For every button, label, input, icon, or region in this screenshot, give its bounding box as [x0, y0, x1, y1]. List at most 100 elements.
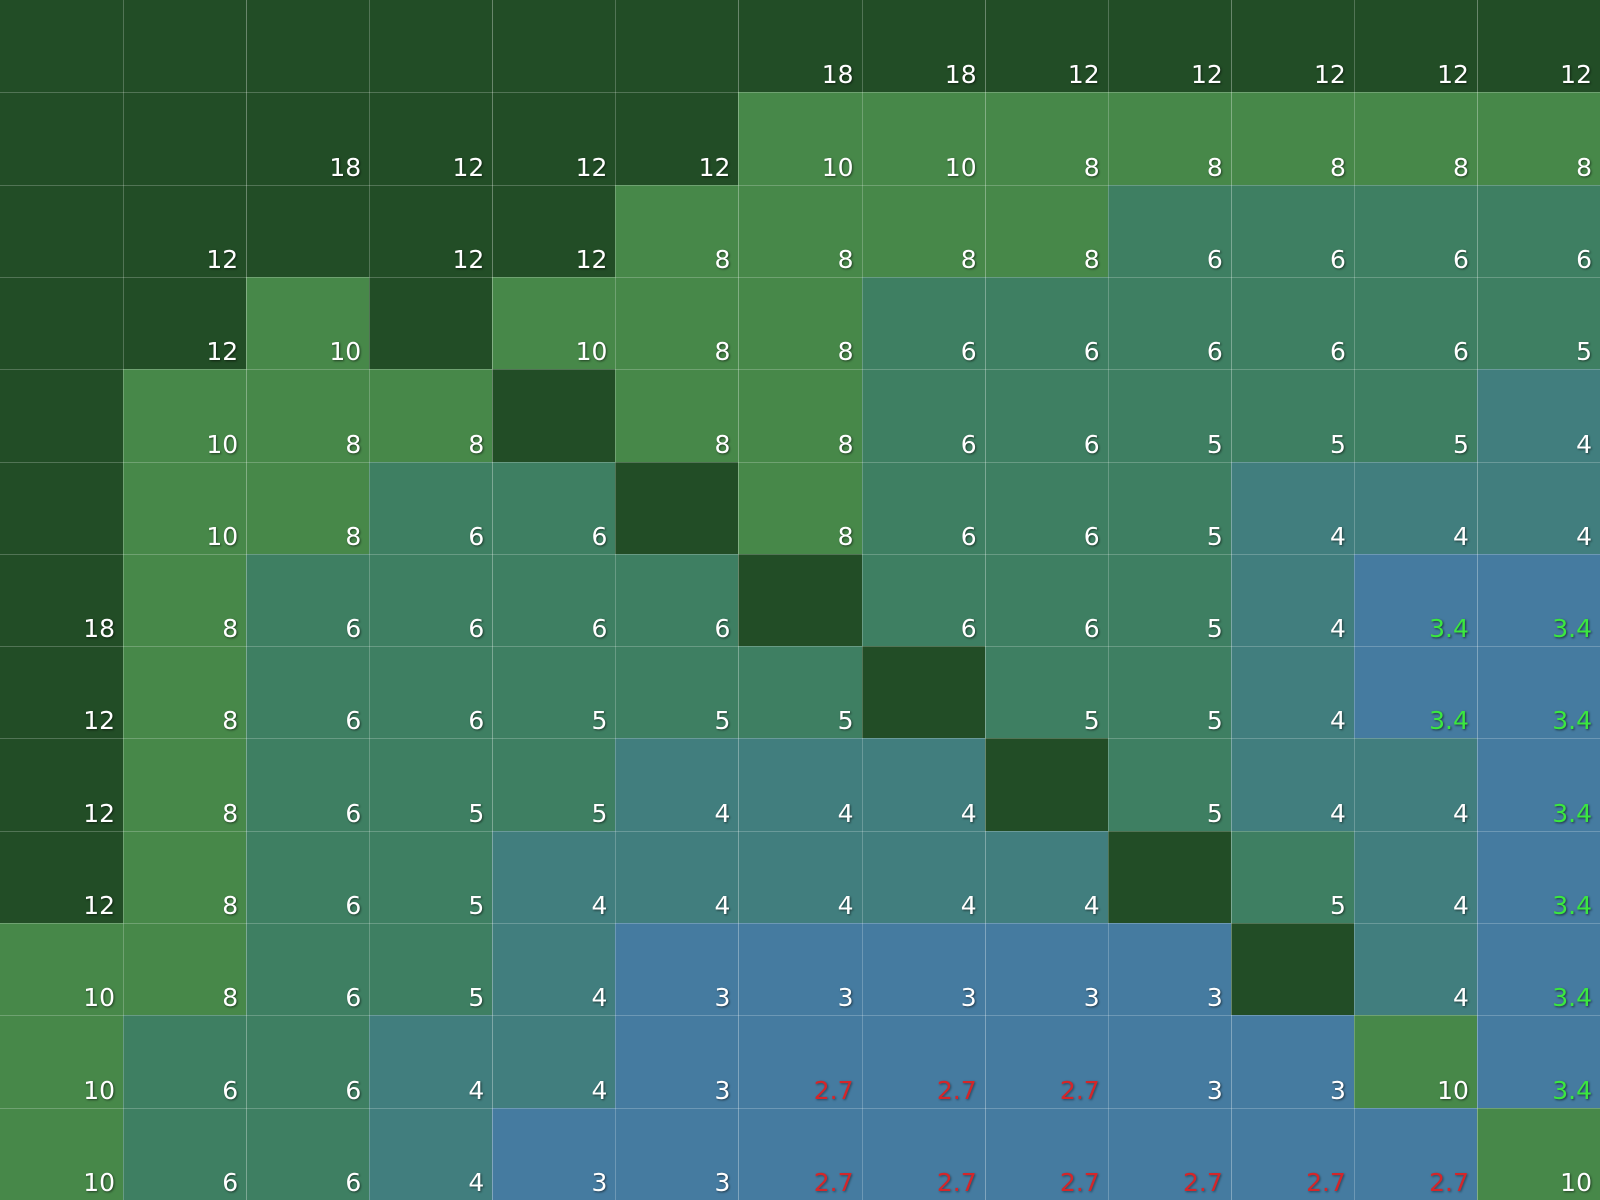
grid-cell[interactable]: 6 [1476, 184, 1600, 277]
grid-cell[interactable] [492, 0, 616, 93]
grid-cell[interactable] [246, 0, 370, 93]
grid-cell[interactable]: 6 [1107, 184, 1231, 277]
grid-cell[interactable]: 12 [369, 92, 493, 185]
grid-cell[interactable]: 8 [123, 553, 247, 647]
grid-cell[interactable]: 2.7 [861, 1015, 985, 1108]
grid-cell[interactable]: 5 [369, 923, 493, 1016]
grid-cell[interactable] [984, 738, 1108, 831]
grid-cell[interactable]: 5 [492, 646, 616, 739]
grid-cell[interactable]: 12 [0, 646, 124, 739]
grid-cell[interactable]: 8 [1230, 92, 1354, 185]
grid-cell[interactable]: 6 [984, 276, 1108, 370]
grid-cell[interactable]: 6 [984, 553, 1108, 647]
grid-cell[interactable]: 8 [246, 369, 370, 462]
grid-cell[interactable]: 12 [1476, 0, 1600, 93]
grid-cell[interactable]: 12 [615, 92, 739, 185]
grid-cell[interactable]: 6 [492, 461, 616, 554]
grid-cell[interactable]: 8 [1107, 92, 1231, 185]
grid-cell[interactable]: 4 [1230, 646, 1354, 739]
grid-cell[interactable]: 6 [861, 461, 985, 554]
grid-cell[interactable]: 4 [1230, 553, 1354, 647]
grid-cell[interactable]: 5 [984, 646, 1108, 739]
grid-cell[interactable] [0, 184, 124, 277]
grid-cell[interactable]: 8 [738, 276, 862, 370]
grid-cell[interactable]: 6 [246, 553, 370, 647]
grid-cell[interactable]: 12 [984, 0, 1108, 93]
grid-cell[interactable]: 4 [738, 830, 862, 924]
grid-cell[interactable] [738, 553, 862, 647]
grid-cell[interactable]: 6 [246, 1107, 370, 1200]
grid-cell[interactable]: 2.7 [1107, 1107, 1231, 1200]
grid-cell[interactable]: 5 [615, 646, 739, 739]
grid-cell[interactable]: 10 [1476, 1107, 1600, 1200]
grid-cell[interactable]: 3 [984, 923, 1108, 1016]
grid-cell[interactable]: 5 [369, 738, 493, 831]
grid-cell[interactable]: 8 [615, 184, 739, 277]
grid-cell[interactable]: 4 [615, 738, 739, 831]
grid-cell[interactable]: 10 [0, 1015, 124, 1108]
grid-cell[interactable]: 8 [123, 738, 247, 831]
grid-cell[interactable]: 5 [738, 646, 862, 739]
grid-cell[interactable] [0, 369, 124, 462]
grid-cell[interactable]: 6 [1230, 276, 1354, 370]
grid-cell[interactable]: 5 [492, 738, 616, 831]
grid-cell[interactable]: 4 [492, 1015, 616, 1108]
grid-cell[interactable]: 10 [1353, 1015, 1477, 1108]
grid-cell[interactable]: 3 [492, 1107, 616, 1200]
grid-cell[interactable]: 18 [246, 92, 370, 185]
grid-cell[interactable]: 8 [984, 184, 1108, 277]
grid-cell[interactable]: 3 [861, 923, 985, 1016]
grid-cell[interactable]: 8 [1353, 92, 1477, 185]
grid-cell[interactable]: 6 [984, 369, 1108, 462]
grid-cell[interactable]: 6 [492, 553, 616, 647]
grid-cell[interactable]: 10 [246, 276, 370, 370]
grid-cell[interactable]: 4 [1353, 461, 1477, 554]
grid-cell[interactable] [123, 92, 247, 185]
grid-cell[interactable]: 12 [1107, 0, 1231, 93]
grid-cell[interactable]: 2.7 [984, 1015, 1108, 1108]
grid-cell[interactable]: 6 [1353, 184, 1477, 277]
grid-cell[interactable]: 12 [492, 92, 616, 185]
grid-cell[interactable]: 10 [738, 92, 862, 185]
grid-cell[interactable]: 4 [1353, 738, 1477, 831]
grid-cell[interactable]: 2.7 [984, 1107, 1108, 1200]
grid-cell[interactable]: 4 [1353, 830, 1477, 924]
grid-cell[interactable] [369, 0, 493, 93]
grid-cell[interactable]: 3 [615, 1015, 739, 1108]
grid-cell[interactable]: 2.7 [738, 1015, 862, 1108]
grid-cell[interactable] [123, 0, 247, 93]
grid-cell[interactable]: 10 [123, 369, 247, 462]
grid-cell[interactable] [615, 0, 739, 93]
grid-cell[interactable]: 6 [861, 276, 985, 370]
grid-cell[interactable] [246, 184, 370, 277]
grid-cell[interactable]: 2.7 [1230, 1107, 1354, 1200]
grid-cell[interactable]: 4 [1353, 923, 1477, 1016]
grid-cell[interactable]: 8 [1476, 92, 1600, 185]
grid-cell[interactable]: 6 [861, 553, 985, 647]
grid-cell[interactable] [0, 92, 124, 185]
grid-cell[interactable]: 12 [369, 184, 493, 277]
grid-cell[interactable]: 12 [1230, 0, 1354, 93]
grid-cell[interactable]: 10 [123, 461, 247, 554]
grid-cell[interactable]: 6 [369, 553, 493, 647]
grid-cell[interactable]: 8 [861, 184, 985, 277]
grid-cell[interactable]: 4 [369, 1015, 493, 1108]
grid-cell[interactable]: 6 [123, 1107, 247, 1200]
grid-cell[interactable]: 10 [0, 1107, 124, 1200]
grid-cell[interactable]: 4 [615, 830, 739, 924]
grid-cell[interactable]: 5 [1107, 646, 1231, 739]
grid-cell[interactable]: 8 [246, 461, 370, 554]
grid-cell[interactable]: 5 [1230, 369, 1354, 462]
grid-cell[interactable]: 3 [615, 1107, 739, 1200]
grid-cell[interactable]: 8 [123, 923, 247, 1016]
grid-cell[interactable]: 6 [984, 461, 1108, 554]
grid-cell[interactable]: 8 [738, 369, 862, 462]
grid-cell[interactable]: 12 [1353, 0, 1477, 93]
grid-cell[interactable]: 6 [1107, 276, 1231, 370]
grid-cell[interactable]: 5 [1230, 830, 1354, 924]
grid-cell[interactable]: 6 [246, 923, 370, 1016]
grid-cell[interactable]: 4 [492, 923, 616, 1016]
grid-cell[interactable]: 3 [738, 923, 862, 1016]
grid-cell[interactable]: 3 [615, 923, 739, 1016]
grid-cell[interactable]: 2.7 [738, 1107, 862, 1200]
